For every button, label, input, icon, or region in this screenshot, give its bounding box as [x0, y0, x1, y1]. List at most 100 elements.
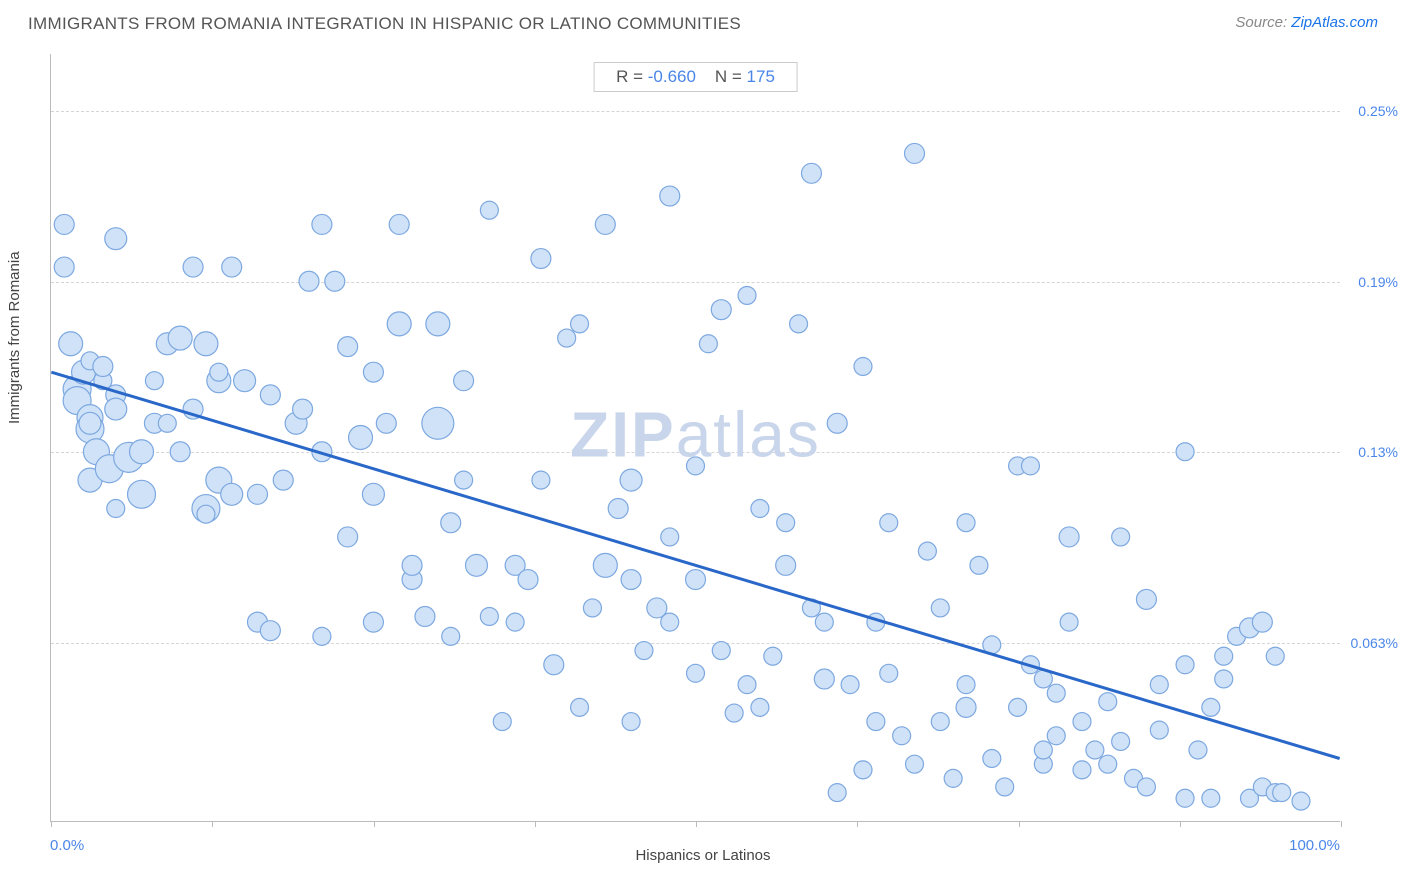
data-point	[247, 484, 267, 504]
source-link[interactable]: ZipAtlas.com	[1291, 14, 1378, 31]
data-point	[790, 315, 808, 333]
data-point	[376, 413, 396, 433]
data-point	[751, 500, 769, 518]
data-point	[595, 214, 615, 234]
data-point	[996, 778, 1014, 796]
data-point	[544, 655, 564, 675]
data-point	[465, 554, 487, 576]
data-point	[687, 457, 705, 475]
data-point	[480, 201, 498, 219]
data-point	[725, 704, 743, 722]
x-tick	[535, 821, 536, 827]
data-point	[801, 163, 821, 183]
data-point	[1150, 676, 1168, 694]
data-point	[854, 357, 872, 375]
data-point	[777, 514, 795, 532]
data-point	[221, 483, 243, 505]
data-point	[128, 480, 156, 508]
data-point	[426, 312, 450, 336]
x-tick-min: 0.0%	[50, 837, 84, 854]
x-axis-label: Hispanics or Latinos	[635, 847, 770, 864]
data-point	[480, 607, 498, 625]
x-tick	[212, 821, 213, 827]
data-point	[776, 555, 796, 575]
data-point	[532, 471, 550, 489]
chart-container: Immigrants from Romania Hispanics or Lat…	[0, 44, 1406, 864]
data-point	[660, 186, 680, 206]
scatter-svg	[51, 54, 1340, 821]
y-tick-label: 0.25%	[1358, 103, 1398, 119]
data-point	[711, 300, 731, 320]
data-point	[170, 442, 190, 462]
data-point	[506, 613, 524, 631]
data-point	[738, 676, 756, 694]
data-point	[168, 326, 192, 350]
data-point	[1099, 693, 1117, 711]
data-point	[1086, 741, 1104, 759]
data-point	[130, 440, 154, 464]
data-point	[415, 606, 435, 626]
y-tick-label: 0.19%	[1358, 274, 1398, 290]
data-point	[571, 315, 589, 333]
data-point	[815, 613, 833, 631]
data-point	[571, 698, 589, 716]
data-point	[957, 514, 975, 532]
data-point	[1273, 784, 1291, 802]
chart-title: IMMIGRANTS FROM ROMANIA INTEGRATION IN H…	[28, 14, 741, 34]
data-point	[455, 471, 473, 489]
data-point	[441, 513, 461, 533]
data-point	[918, 542, 936, 560]
data-point	[210, 363, 228, 381]
data-point	[54, 257, 74, 277]
data-point	[1176, 656, 1194, 674]
data-point	[970, 556, 988, 574]
data-point	[661, 528, 679, 546]
x-tick	[51, 821, 52, 827]
data-point	[1292, 792, 1310, 810]
data-point	[158, 414, 176, 432]
data-point	[260, 621, 280, 641]
data-point	[956, 697, 976, 717]
stats-box: R = -0.660 N = 175	[593, 62, 798, 92]
data-point	[197, 505, 215, 523]
data-point	[363, 612, 383, 632]
x-tick	[696, 821, 697, 827]
data-point	[1136, 589, 1156, 609]
data-point	[362, 483, 384, 505]
data-point	[54, 214, 74, 234]
data-point	[880, 514, 898, 532]
data-point	[957, 676, 975, 694]
data-point	[531, 249, 551, 269]
data-point	[751, 698, 769, 716]
data-point	[1176, 443, 1194, 461]
data-point	[841, 676, 859, 694]
data-point	[1021, 457, 1039, 475]
data-point	[621, 570, 641, 590]
data-point	[363, 362, 383, 382]
data-point	[1059, 527, 1079, 547]
x-tick	[1180, 821, 1181, 827]
data-point	[893, 727, 911, 745]
data-point	[183, 257, 203, 277]
x-tick-max: 100.0%	[1289, 837, 1340, 854]
data-point	[944, 769, 962, 787]
data-point	[620, 469, 642, 491]
data-point	[867, 713, 885, 731]
data-point	[712, 642, 730, 660]
n-value: 175	[747, 67, 775, 86]
data-point	[686, 570, 706, 590]
data-point	[1266, 647, 1284, 665]
data-point	[1150, 721, 1168, 739]
data-point	[827, 413, 847, 433]
data-point	[107, 500, 125, 518]
data-point	[349, 426, 373, 450]
data-point	[1252, 612, 1272, 632]
data-point	[1112, 732, 1130, 750]
data-point	[338, 337, 358, 357]
data-point	[738, 286, 756, 304]
data-point	[608, 499, 628, 519]
data-point	[1176, 789, 1194, 807]
trend-line	[51, 372, 1339, 758]
x-tick	[857, 821, 858, 827]
data-point	[194, 332, 218, 356]
